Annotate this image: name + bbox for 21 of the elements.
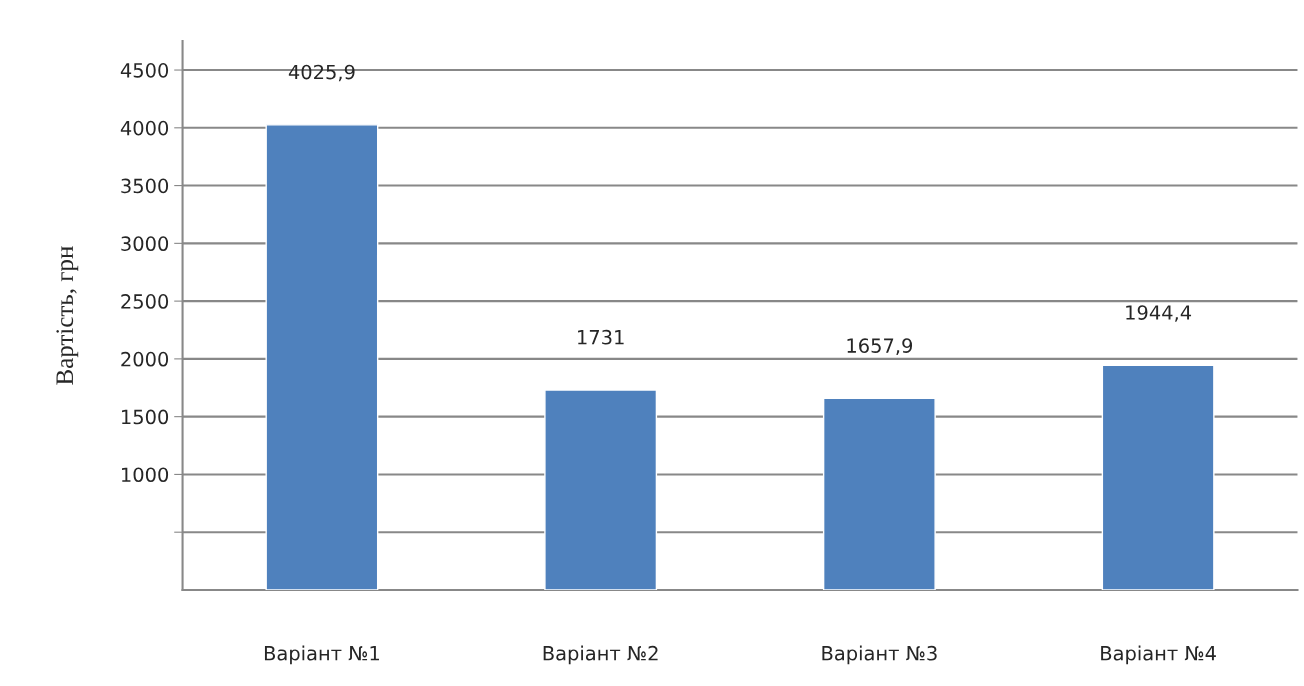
bar xyxy=(544,389,658,590)
bar xyxy=(822,397,936,590)
y-tick-label: 3500 xyxy=(121,178,169,194)
x-tick-label: Варіант №2 xyxy=(543,645,658,665)
bar xyxy=(265,124,379,590)
y-tick-label: 4000 xyxy=(120,120,169,136)
x-tick-label: Варіант №1 xyxy=(264,645,379,665)
x-tick-label: Варіант №3 xyxy=(822,645,937,665)
y-tick-label: 1000 xyxy=(122,467,169,483)
data-label: 1657,9 xyxy=(847,338,913,355)
y-tick-label: 2500 xyxy=(121,294,169,309)
y-tick-label: 2000 xyxy=(121,351,169,367)
bar xyxy=(1101,364,1215,590)
y-tick-label: 1500 xyxy=(122,409,169,425)
x-tick-label: Варіант №4 xyxy=(1101,645,1216,665)
data-label: 1731 xyxy=(578,329,624,345)
y-tick-label: 3000 xyxy=(121,236,169,252)
y-axis-title: Вартість, грн xyxy=(56,246,79,385)
data-label: 4025,9 xyxy=(288,64,355,82)
y-tick-label: 4500 xyxy=(120,63,169,78)
data-label: 1944,4 xyxy=(1126,305,1192,322)
